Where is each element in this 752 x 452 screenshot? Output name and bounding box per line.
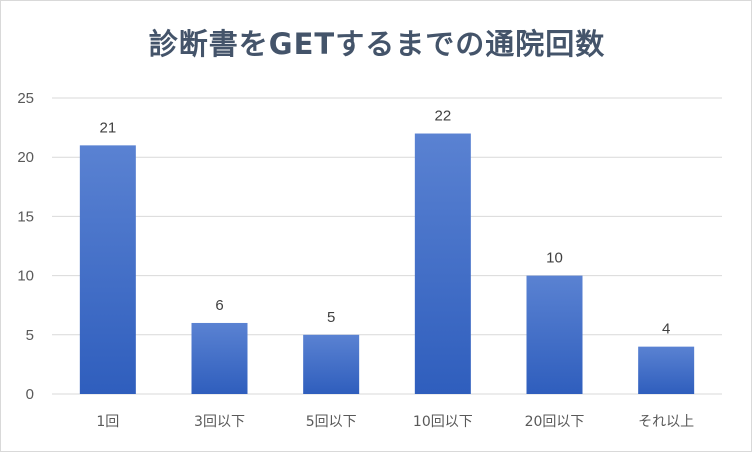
y-tick-label-5: 5: [26, 327, 34, 344]
x-category-label-4: 10回以下: [413, 414, 473, 430]
y-tick-label-25: 25: [17, 90, 34, 107]
x-category-label-2: 3回以下: [194, 414, 245, 430]
y-tick-label-0: 0: [26, 386, 34, 403]
y-axis-ticks: 0 5 10 15 20 25: [17, 90, 34, 403]
data-label-1: 21: [99, 119, 116, 136]
bar-5: [526, 275, 583, 394]
data-label-5: 10: [546, 250, 563, 267]
data-label-3: 5: [327, 309, 335, 326]
x-category-label-6: それ以上: [638, 414, 694, 430]
bar-3: [303, 334, 360, 394]
chart-title: 診断書をGETするまでの通院回数: [148, 27, 606, 61]
data-label-4: 22: [434, 108, 451, 125]
data-label-2: 6: [215, 297, 223, 314]
x-category-label-5: 20回以下: [525, 414, 585, 430]
y-tick-label-15: 15: [17, 208, 34, 225]
gridlines: [52, 97, 722, 395]
x-category-label-3: 5回以下: [306, 414, 357, 430]
bar-4: [414, 133, 471, 394]
y-tick-label-10: 10: [17, 268, 34, 285]
bar-1: [79, 145, 136, 394]
y-tick-label-20: 20: [17, 149, 34, 166]
x-axis-categories: 1回 3回以下 5回以下 10回以下 20回以下 それ以上: [96, 414, 694, 430]
x-category-label-1: 1回: [96, 414, 119, 430]
bar-6: [638, 346, 695, 394]
bar-2: [191, 322, 248, 394]
data-labels: 21 6 5 22 10 4: [99, 108, 670, 338]
data-label-6: 4: [662, 321, 670, 338]
bars: [79, 133, 695, 394]
